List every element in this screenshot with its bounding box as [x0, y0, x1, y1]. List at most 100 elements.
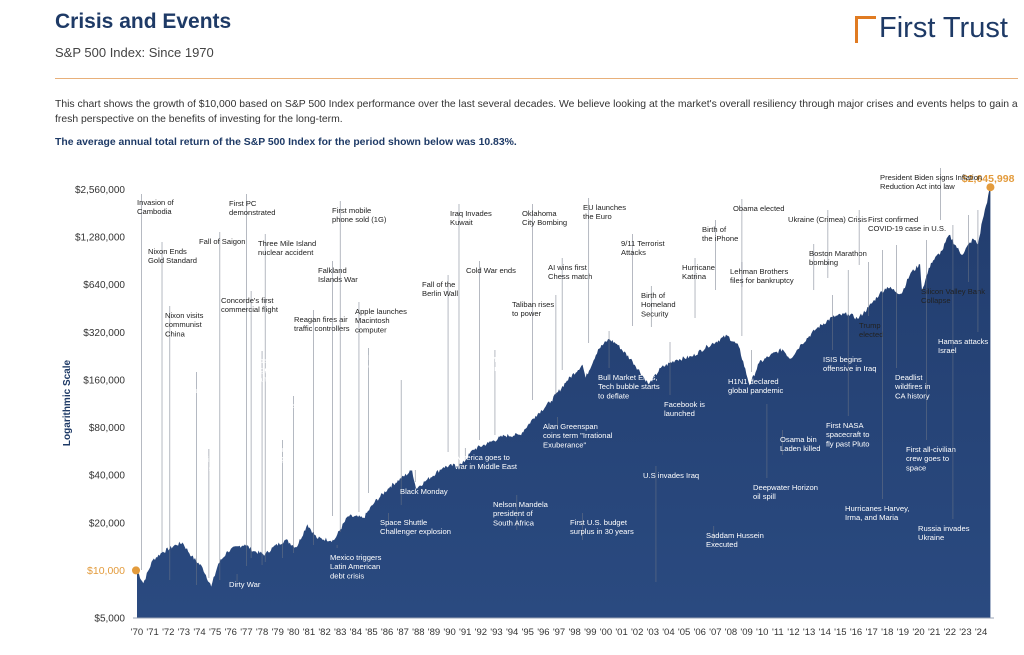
y-tick-label: $10,000 — [87, 565, 125, 577]
event-label: Nelson Mandela — [493, 500, 549, 509]
event-label: Islands War — [318, 275, 358, 284]
event-label: triggers video — [254, 365, 300, 374]
y-tick-label: $20,000 — [89, 518, 126, 529]
event-label: commercial flight — [221, 305, 279, 314]
event-label: South Africa — [493, 518, 535, 527]
event-label: nuclear accident — [258, 248, 314, 257]
x-tick-label: '16 — [850, 627, 862, 638]
x-tick-label: '23 — [959, 627, 971, 638]
page-title: Crisis and Events — [55, 10, 232, 33]
event-label: Apple launches — [355, 307, 407, 316]
x-tick-label: '98 — [568, 627, 580, 638]
event-label: Taliban rises — [512, 300, 554, 309]
event-label: Hamas attacks — [938, 337, 988, 346]
x-tick-label: '06 — [694, 627, 706, 638]
x-tick-label: '90 — [443, 627, 455, 638]
event-label: to deflate — [598, 391, 629, 400]
x-tick-label: '73 — [178, 627, 190, 638]
event-label: elected — [859, 330, 884, 339]
x-tick-label: '72 — [162, 627, 174, 638]
x-tick-label: '17 — [865, 627, 877, 638]
event-label: resigns — [202, 464, 227, 473]
x-tick-label: '97 — [553, 627, 565, 638]
event-label: Maastricht — [490, 355, 526, 364]
y-tick-label: $640,000 — [83, 280, 125, 291]
event-label: coins term "Irrational — [543, 431, 613, 440]
event-label: president of — [493, 509, 534, 518]
event-label: Reagan fires air — [294, 315, 348, 324]
x-tick-label: '01 — [615, 627, 627, 638]
event-label: Deepwater Horizon — [753, 483, 818, 492]
event-label: Nixon visits — [165, 311, 204, 320]
event-label: U.S invades Iraq — [643, 471, 699, 480]
x-tick-label: '83 — [334, 627, 346, 638]
x-tick-label: '03 — [647, 627, 659, 638]
event-label: oil spill — [753, 492, 776, 501]
x-tick-label: '22 — [944, 627, 956, 638]
event-label: Latin American — [330, 562, 380, 571]
x-tick-label: '82 — [318, 627, 330, 638]
event-label: Laden killed — [780, 444, 821, 453]
event-label: Fall of the — [422, 280, 455, 289]
event-label: CA history — [895, 391, 930, 400]
x-tick-label: '04 — [662, 627, 674, 638]
x-tick-label: '24 — [975, 627, 987, 638]
event-label: President Biden signs Inflation — [880, 173, 982, 182]
event-label: communist — [165, 320, 203, 329]
x-tick-label: '81 — [303, 627, 315, 638]
x-tick-label: '00 — [600, 627, 612, 638]
y-tick-label: $40,000 — [89, 471, 126, 482]
event-label: Cold War ends — [466, 266, 516, 275]
event-label: offensive in Iraq — [823, 364, 876, 373]
x-tick-label: '94 — [506, 627, 518, 638]
event-label: Dirty War — [229, 580, 261, 589]
x-tick-label: '85 — [365, 627, 377, 638]
event-label: City Bombing — [522, 218, 567, 227]
header-divider — [55, 78, 1018, 79]
event-label: Katrina — [682, 272, 707, 281]
event-label: to power — [512, 309, 542, 318]
event-label: Irma, and Maria — [845, 513, 899, 522]
y-tick-label: $80,000 — [89, 423, 126, 434]
start-value-dot — [132, 566, 140, 575]
event-label: Bull Market Ends, — [598, 373, 658, 382]
event-label: First PC — [229, 199, 257, 208]
event-label: Mexico triggers — [330, 553, 382, 562]
x-tick-label: '95 — [522, 627, 534, 638]
event-label: Kippur War — [180, 386, 218, 395]
x-tick-label: '02 — [631, 627, 643, 638]
event-label: traffic controllers — [294, 324, 350, 333]
event-label: Hurricanes Harvey, — [845, 504, 909, 513]
event-label: EU launches — [583, 203, 626, 212]
event-label: Chess match — [548, 272, 592, 281]
event-label: Tech bubble starts — [598, 382, 660, 391]
x-tick-label: '76 — [225, 627, 237, 638]
logo-text: First Trust — [879, 12, 1008, 44]
event-label: space — [906, 463, 926, 472]
x-tick-label: '09 — [740, 627, 752, 638]
y-tick-label: $5,000 — [94, 614, 125, 625]
event-label: Reagan and — [368, 353, 409, 362]
x-tick-label: '71 — [146, 627, 158, 638]
x-tick-label: '99 — [584, 627, 596, 638]
event-label: Nixon Ends — [148, 247, 187, 256]
x-tick-label: '96 — [537, 627, 549, 638]
y-tick-label: $320,000 — [83, 328, 125, 339]
event-label: China — [165, 329, 186, 338]
event-label: H1N1 declared — [728, 377, 779, 386]
x-tick-label: '93 — [490, 627, 502, 638]
event-label: Yom — [180, 377, 195, 386]
event-label: Exuberance" — [543, 440, 587, 449]
event-label: Deadlist — [895, 373, 923, 382]
x-tick-label: '15 — [834, 627, 846, 638]
event-label: ISIS begins — [823, 355, 862, 364]
event-label: 9/11 Terrorist — [621, 239, 666, 248]
event-label: Challenger explosion — [380, 527, 451, 536]
event-label: Ukraine (Crimea) Crisis — [788, 215, 867, 224]
y-tick-label: $1,280,000 — [75, 233, 125, 244]
event-label: computer — [355, 325, 387, 334]
x-tick-label: '88 — [412, 627, 424, 638]
event-label: Attacks — [621, 248, 646, 257]
x-tick-label: '75 — [209, 627, 221, 638]
